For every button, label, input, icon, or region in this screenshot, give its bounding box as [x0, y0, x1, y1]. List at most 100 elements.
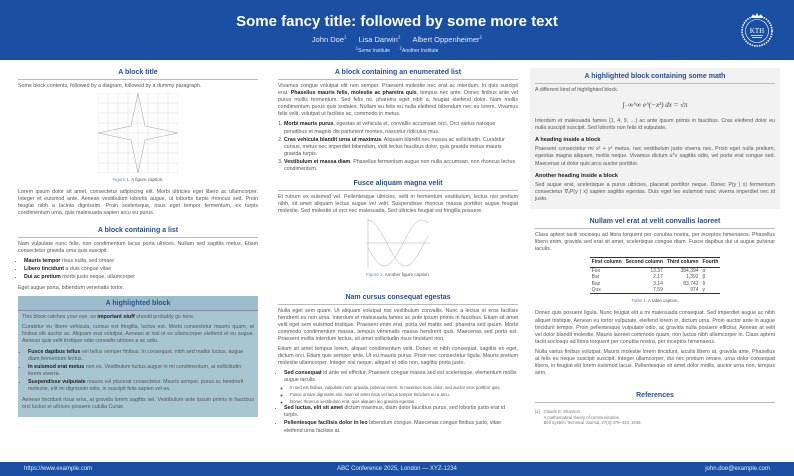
block-text: Curabitur eu libero vehicula, cursus est… [22, 324, 254, 345]
list-item: Mauris tempor risus nulla, sed ornare [24, 258, 258, 265]
block-text: Eget augue porta, bibendum venenatis tor… [18, 285, 125, 292]
poster-footer: ABC Conference 2025, London — XYZ-1234 h… [0, 462, 794, 476]
block-heading: A heading inside a block [535, 137, 601, 144]
table-caption: Table 1. A table caption. [535, 297, 775, 304]
list-item: In euismod erat metus non ex. Vestibulum… [28, 364, 254, 378]
block-title: A block containing an enumerated list [278, 68, 518, 80]
figure-number: Figure 2. [365, 272, 384, 278]
footer-url-link[interactable]: https://www.example.com [24, 466, 93, 472]
list-item: Fusce dapibus tellus vel tellus semper f… [28, 349, 254, 363]
item-bold: Morbi mauris purus [284, 121, 334, 128]
bold-text: important stuff [97, 314, 135, 321]
reference-item: [1] Claude E. Shannon. A mathematical the… [535, 409, 775, 425]
block-title: A highlighted block containing some math [535, 68, 775, 84]
block-text: Etiam sit amet tempus lorem, aliquet con… [278, 345, 518, 367]
item-bold: Mauris tempor [24, 257, 61, 264]
sub-item: Donec rhoncus vestibulum erat, quis aliq… [290, 399, 518, 405]
text: Vivamus congue volutpat elit non semper.… [278, 83, 518, 97]
item-text: risus nulla, sed ornare [60, 257, 115, 264]
item-text: a duis congue vitae [64, 265, 112, 272]
item-bold: Libero tincidunt [24, 265, 65, 272]
table-row: Foo 13.37 384,394 α [590, 267, 721, 274]
text: should probably go here. [134, 314, 195, 321]
block-title: Fusce aliquam magna velit [278, 179, 518, 192]
references-block: References [1] Claude E. Shannon. A mathe… [535, 391, 775, 425]
inst-num: 1 [355, 45, 359, 50]
sine-wave-figure [366, 218, 430, 269]
block-text: A different kind of highlighted block. [535, 87, 619, 93]
table-number: Table 1. [631, 298, 647, 304]
list-item: Pellentesque facilisis dolor in leo bibe… [284, 420, 518, 434]
kth-logo: KTH [741, 13, 773, 47]
item-bold: In euismod erat metus [28, 363, 85, 370]
figure-caption: Figure 2. Another figure caption. [278, 271, 518, 278]
block-text: Sed augue erat, scelerisque a purus ultr… [535, 181, 775, 202]
reference-author: Claude E. Shannon. [543, 409, 582, 415]
table-cell: Foo [591, 267, 601, 274]
list-item: Morbi mauris purus, egestas at vehicula … [284, 121, 518, 135]
table-cell: Baz [591, 280, 601, 287]
item-text: mauris vel placerat consectetur. Mauris … [28, 378, 244, 392]
table-cell: γ [702, 286, 706, 293]
table-cell: 13.37 [650, 267, 663, 274]
item-bold: Vestibulum et massa diam [284, 158, 351, 165]
block-title: Nam cursus consequat egestas [278, 293, 518, 305]
table-row: Qux 7.59 974 γ [590, 287, 721, 294]
sub-list: In sed est finibus, vulputate nunc gravi… [290, 385, 518, 404]
item-bold: Sed luctus, elit sit amet [284, 405, 343, 412]
institution: 1Some Institute [355, 45, 391, 54]
right-column: A highlighted block containing some math… [530, 68, 780, 426]
star-diagram-figure [98, 93, 178, 174]
column-header: Second column [623, 257, 665, 268]
column-header: Fourth [700, 257, 721, 268]
footer-email-link[interactable]: john.doe@example.com [705, 466, 770, 472]
item-text: dictum maximus, diam dolor faucibus puru… [284, 405, 506, 419]
institution-list: 1Some Institute 2Another Institute [0, 44, 794, 55]
text: This block catches your eye, so [22, 314, 98, 321]
block-text: Et rutrum ex euismod vel. Pellentesque u… [278, 194, 518, 215]
item-text: non ex. Vestibulum luctus augue in mi co… [28, 363, 242, 377]
author-list: John Doe1 Lisa Darwin2 Albert Oppenheime… [0, 32, 794, 44]
item-bold: Dui ac pretium [24, 273, 61, 280]
block-text: Aenean tincidunt risus eros, at gravida … [22, 397, 254, 411]
inst-name: Some Institute [358, 47, 391, 54]
item-bold: Pellentesque facilisis dolor in leo [284, 420, 368, 427]
table-cell: β [702, 274, 706, 281]
table-cell: α [702, 267, 706, 274]
caption-text: Another figure caption. [384, 272, 431, 278]
block-title: A block title [18, 68, 258, 80]
table-cell: Bar [591, 274, 600, 281]
column-header: Third column [664, 257, 701, 268]
list-item: Dui ac pretium morbi justo neque, ullamc… [24, 274, 258, 281]
table-row: Bar 2.17 1,392 β [590, 274, 721, 280]
footer-conference: ABC Conference 2025, London — XYZ-1234 [337, 466, 457, 472]
block-text: Vivamus congue volutpat elit non semper.… [278, 83, 518, 118]
block-title: References [535, 391, 775, 404]
block-text: This block catches your eye, so importan… [22, 314, 254, 321]
bold-text: Phasellus mauris felis, molestie ac phar… [290, 90, 417, 97]
block-title: Nullam vel erat at velit convallis laore… [535, 217, 775, 230]
item-text: . Phasellus fermentum augue non nulla ac… [284, 158, 516, 173]
block-text: Nulla eget sem quam. Ut aliquam volutpat… [278, 307, 518, 342]
list-item: Vestibulum et massa diam. Phasellus ferm… [284, 159, 518, 173]
item-text: id ante vel efficitur. Praesent congue m… [284, 370, 517, 384]
math-block: A highlighted block containing some math… [530, 68, 780, 210]
block-text: Nulla varius finibus volutpat. Mauris mo… [535, 348, 775, 377]
block-nullam: Nullam vel erat at velit convallis laore… [535, 217, 775, 377]
middle-column: A block containing an enumerated list Vi… [278, 68, 518, 439]
table-cell: 1,392 [686, 274, 699, 281]
figure-number: Figure 1. [112, 177, 131, 183]
block-text: Lorem ipsum dolor sit amet, consectetur … [18, 189, 258, 217]
column-header: First column [589, 257, 624, 268]
item-text: . Aliquam blandit nec massa ac sollicitu… [284, 136, 505, 157]
bullet-list: Fusce dapibus tellus vel tellus semper f… [28, 349, 254, 394]
author: Albert Oppenheimer2 [412, 34, 482, 44]
table-row: Baz 3.14 83,742 δ [590, 281, 721, 287]
reference-title: A mathematical theory of communication. [543, 414, 621, 420]
table-cell: 2.17 [653, 274, 663, 281]
block-text: Praesent consectetur mi x² + y² metus, n… [535, 146, 775, 167]
table-cell: 7.59 [653, 286, 663, 293]
item-text: morbi justo neque, ullamcorper [60, 273, 135, 280]
svg-text:KTH: KTH [750, 27, 764, 35]
affiliation-mark: 2 [397, 34, 401, 39]
